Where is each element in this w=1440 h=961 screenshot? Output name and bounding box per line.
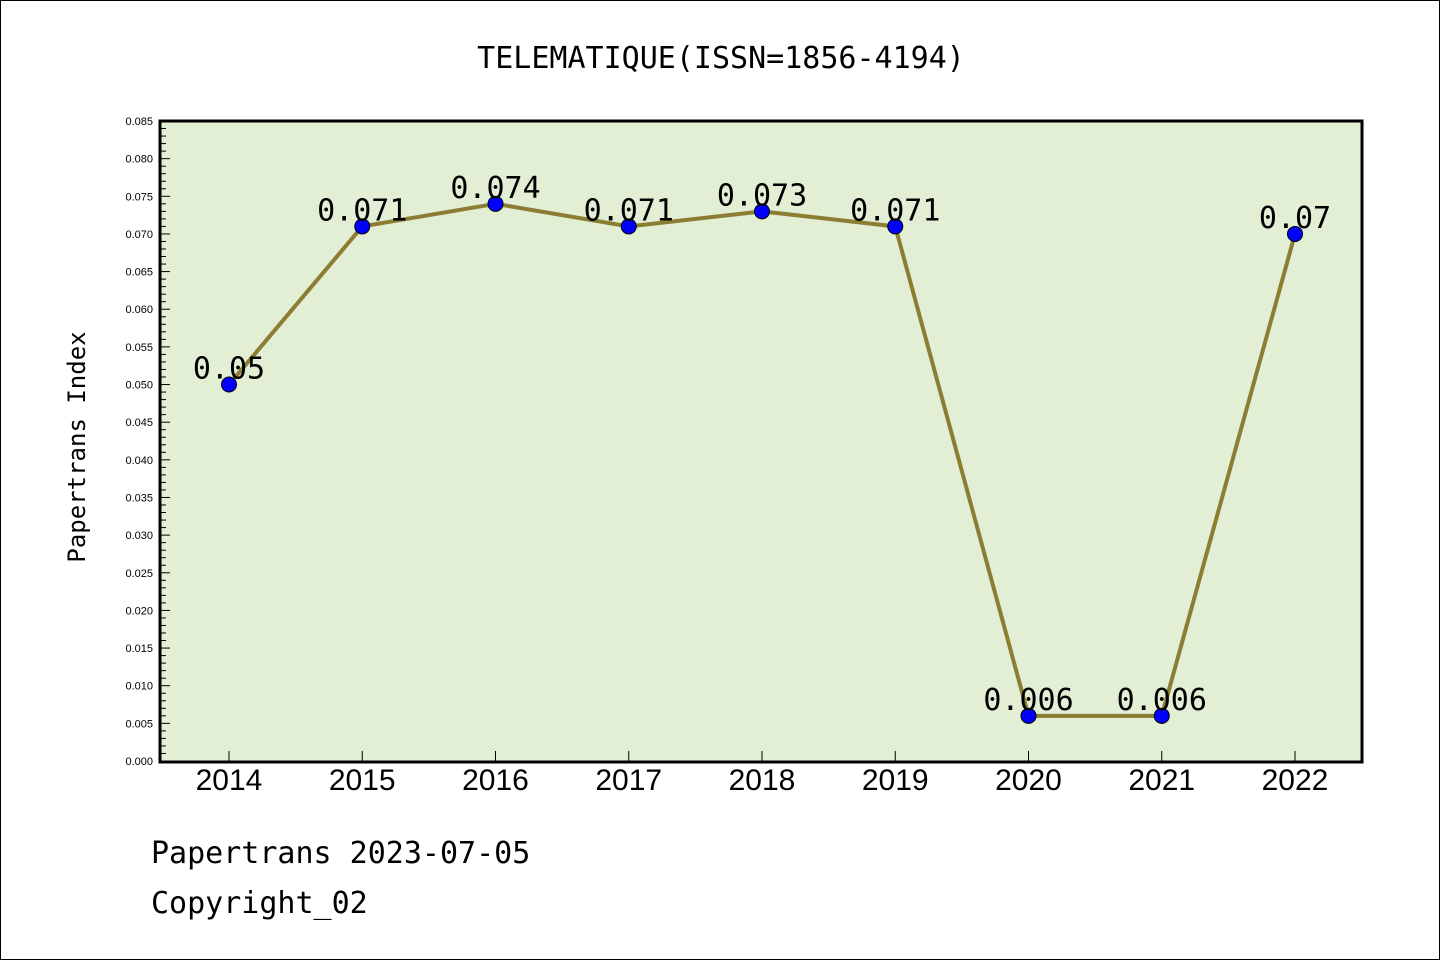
data-point bbox=[1020, 707, 1037, 724]
y-tick-label: 0.030 bbox=[125, 530, 153, 542]
y-tick-label: 0.050 bbox=[125, 380, 153, 392]
y-tick-label: 0.045 bbox=[125, 417, 153, 429]
y-tick-label: 0.040 bbox=[125, 455, 153, 467]
x-tick-label: 2019 bbox=[862, 764, 929, 797]
x-tick-label: 2017 bbox=[595, 764, 662, 797]
x-tick-label: 2022 bbox=[1262, 764, 1329, 797]
y-tick-label: 0.055 bbox=[125, 342, 153, 354]
data-point bbox=[354, 218, 371, 235]
x-tick-label: 2021 bbox=[1128, 764, 1195, 797]
data-point bbox=[487, 195, 504, 212]
y-tick-label: 0.010 bbox=[125, 681, 153, 693]
data-label: 0.05 bbox=[193, 352, 265, 387]
data-label: 0.071 bbox=[317, 193, 407, 228]
chart-title: TELEMATIQUE(ISSN=1856-4194) bbox=[477, 41, 965, 76]
data-label: 0.006 bbox=[983, 683, 1073, 718]
y-tick-label: 0.075 bbox=[125, 191, 153, 203]
x-tick-label: 2016 bbox=[462, 764, 529, 797]
data-label: 0.073 bbox=[717, 178, 807, 213]
y-tick-label: 0.070 bbox=[125, 229, 153, 241]
y-tick-label: 0.085 bbox=[125, 116, 153, 128]
series-layer: 0.05 0.071 0.074 0.071 0.073 0.071 0.006 0.006 0… bbox=[193, 171, 1331, 724]
y-tick-label: 0.080 bbox=[125, 154, 153, 166]
y-tick-label: 0.060 bbox=[125, 304, 153, 316]
data-point bbox=[754, 203, 770, 220]
x-tick-label: 2020 bbox=[995, 764, 1062, 797]
y-tick-label: 0.035 bbox=[125, 492, 153, 504]
data-point bbox=[620, 218, 637, 235]
data-label: 0.07 bbox=[1259, 201, 1331, 236]
y-tick-label: 0.065 bbox=[125, 267, 153, 279]
y-tick-label: 0.005 bbox=[125, 718, 153, 730]
y-axis-label: Papertrans Index bbox=[63, 331, 91, 562]
x-tick-label: 2014 bbox=[196, 764, 263, 797]
x-tick-label: 2015 bbox=[329, 764, 396, 797]
data-label: 0.071 bbox=[850, 193, 940, 228]
data-label: 0.006 bbox=[1117, 683, 1207, 718]
data-point bbox=[221, 376, 237, 393]
footer-copyright-line: Copyright_02 bbox=[151, 886, 368, 921]
y-tick-label: 0.025 bbox=[125, 568, 153, 580]
data-label: 0.071 bbox=[584, 193, 674, 228]
footer-date-line: Papertrans 2023-07-05 bbox=[151, 836, 531, 871]
y-axis-ticks: 0.000 0.005 0.010 0.015 0.020 0.025 0.030 0.035… bbox=[125, 116, 170, 768]
data-point bbox=[1287, 225, 1303, 242]
x-axis-ticks: 2014 2015 2016 2017 2018 2019 2020 2021 2022 bbox=[196, 751, 1329, 797]
y-tick-label: 0.015 bbox=[125, 643, 153, 655]
data-point bbox=[1153, 707, 1170, 724]
y-tick-label: 0.000 bbox=[125, 756, 153, 768]
data-label: 0.074 bbox=[450, 171, 540, 206]
x-tick-label: 2018 bbox=[729, 764, 796, 797]
y-tick-label: 0.020 bbox=[125, 605, 153, 617]
data-point bbox=[887, 218, 904, 235]
